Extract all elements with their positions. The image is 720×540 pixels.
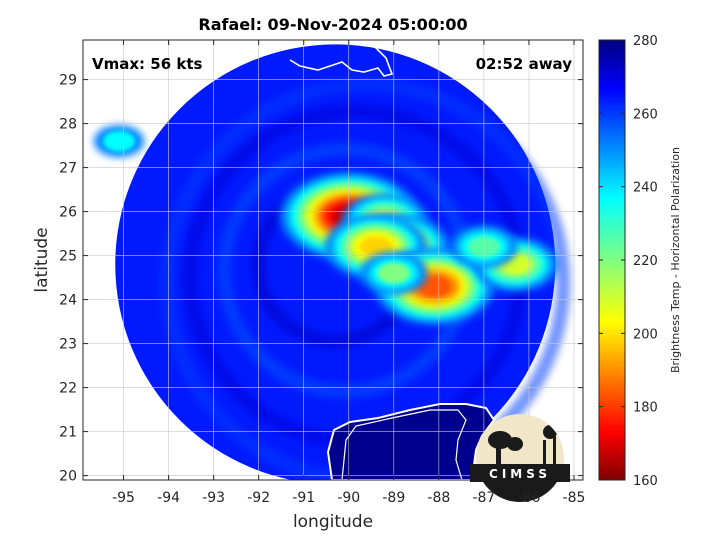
tower-icon xyxy=(543,440,546,470)
yucatan-border xyxy=(341,409,467,480)
y-tick-label: 25 xyxy=(59,249,77,265)
microwave-swath xyxy=(94,44,571,480)
logo-text: CIMSS xyxy=(489,467,551,481)
colorbar-tick-label: 160 xyxy=(633,474,658,489)
time-away-label: 02:52 away xyxy=(476,55,573,73)
cell-layer xyxy=(418,276,451,297)
cell-layer xyxy=(359,236,393,258)
colorbar-tick-label: 280 xyxy=(633,34,658,49)
x-axis-label: longitude xyxy=(293,512,373,532)
y-tick-label: 27 xyxy=(59,161,77,177)
convective-features xyxy=(94,125,558,325)
colorbar-gradient xyxy=(598,39,626,481)
x-tick-label: -90 xyxy=(337,490,360,506)
cimss-logo: CIMSS xyxy=(470,414,570,502)
y-tick-labels: 20 21 22 23 24 25 26 27 28 29 xyxy=(59,73,77,485)
plot-area xyxy=(83,40,583,480)
land-outlines xyxy=(83,40,583,480)
colorbar-tick-label: 260 xyxy=(633,107,658,122)
y-tick-label: 22 xyxy=(59,381,77,397)
x-tick-label: -86 xyxy=(518,490,541,506)
x-tick-label: -88 xyxy=(427,490,450,506)
colorbar-ticks: 160 180 200 220 240 260 280 xyxy=(599,34,658,489)
colorbar: 160 180 200 220 240 260 280 Brightness Temp - … xyxy=(598,34,682,489)
x-tick-label: -85 xyxy=(563,490,586,506)
colorbar-tick-label: 180 xyxy=(633,401,658,416)
colorbar-tick-label: 200 xyxy=(633,327,658,342)
satellite-dish-icon xyxy=(488,431,512,449)
x-tick-label: -95 xyxy=(112,490,135,506)
y-axis-label: latitude xyxy=(32,227,52,292)
logo-banner xyxy=(470,464,570,482)
x-tick-label: -91 xyxy=(292,490,315,506)
x-tick-label: -89 xyxy=(382,490,405,506)
grid xyxy=(83,40,583,480)
y-tick-label: 28 xyxy=(59,117,77,133)
chart-title: Rafael: 09-Nov-2024 05:00:00 xyxy=(198,15,467,34)
x-tick-labels: -95 -94 -93 -92 -91 -90 -89 -88 -87 -86 -85 xyxy=(112,490,585,506)
convective-cell xyxy=(94,125,145,158)
y-tick-label: 24 xyxy=(59,293,77,309)
plot-frame xyxy=(82,39,584,481)
y-tick-label: 26 xyxy=(59,205,77,221)
cell-layer xyxy=(102,130,136,152)
tick-marks xyxy=(83,40,583,480)
y-tick-label: 29 xyxy=(59,73,77,89)
colorbar-tick-label: 240 xyxy=(633,181,658,196)
y-tick-label: 21 xyxy=(59,425,77,441)
x-tick-label: -94 xyxy=(157,490,180,506)
y-tick-label: 20 xyxy=(59,469,77,485)
vmax-label: Vmax: 56 kts xyxy=(92,55,202,73)
x-tick-label: -87 xyxy=(472,490,495,506)
spiral-band xyxy=(160,77,571,480)
colorbar-tick-label: 220 xyxy=(633,254,658,269)
y-tick-label: 23 xyxy=(59,337,77,353)
colorbar-label: Brightness Temp - Horizontal Polarizatio… xyxy=(669,147,682,373)
gulf-coast-outline xyxy=(83,40,583,93)
x-tick-label: -93 xyxy=(202,490,225,506)
x-tick-label: -92 xyxy=(247,490,270,506)
